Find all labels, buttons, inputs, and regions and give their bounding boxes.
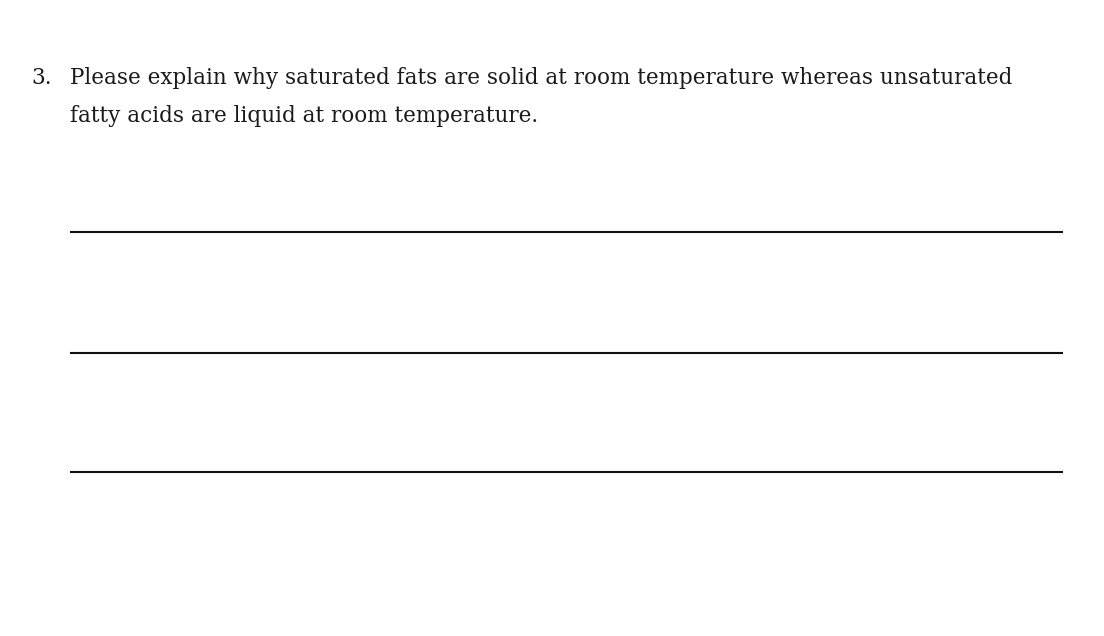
Text: Please explain why saturated fats are solid at room temperature whereas unsatura: Please explain why saturated fats are so… bbox=[70, 67, 1012, 89]
Text: 3.: 3. bbox=[31, 67, 52, 89]
Text: fatty acids are liquid at room temperature.: fatty acids are liquid at room temperatu… bbox=[70, 105, 538, 127]
